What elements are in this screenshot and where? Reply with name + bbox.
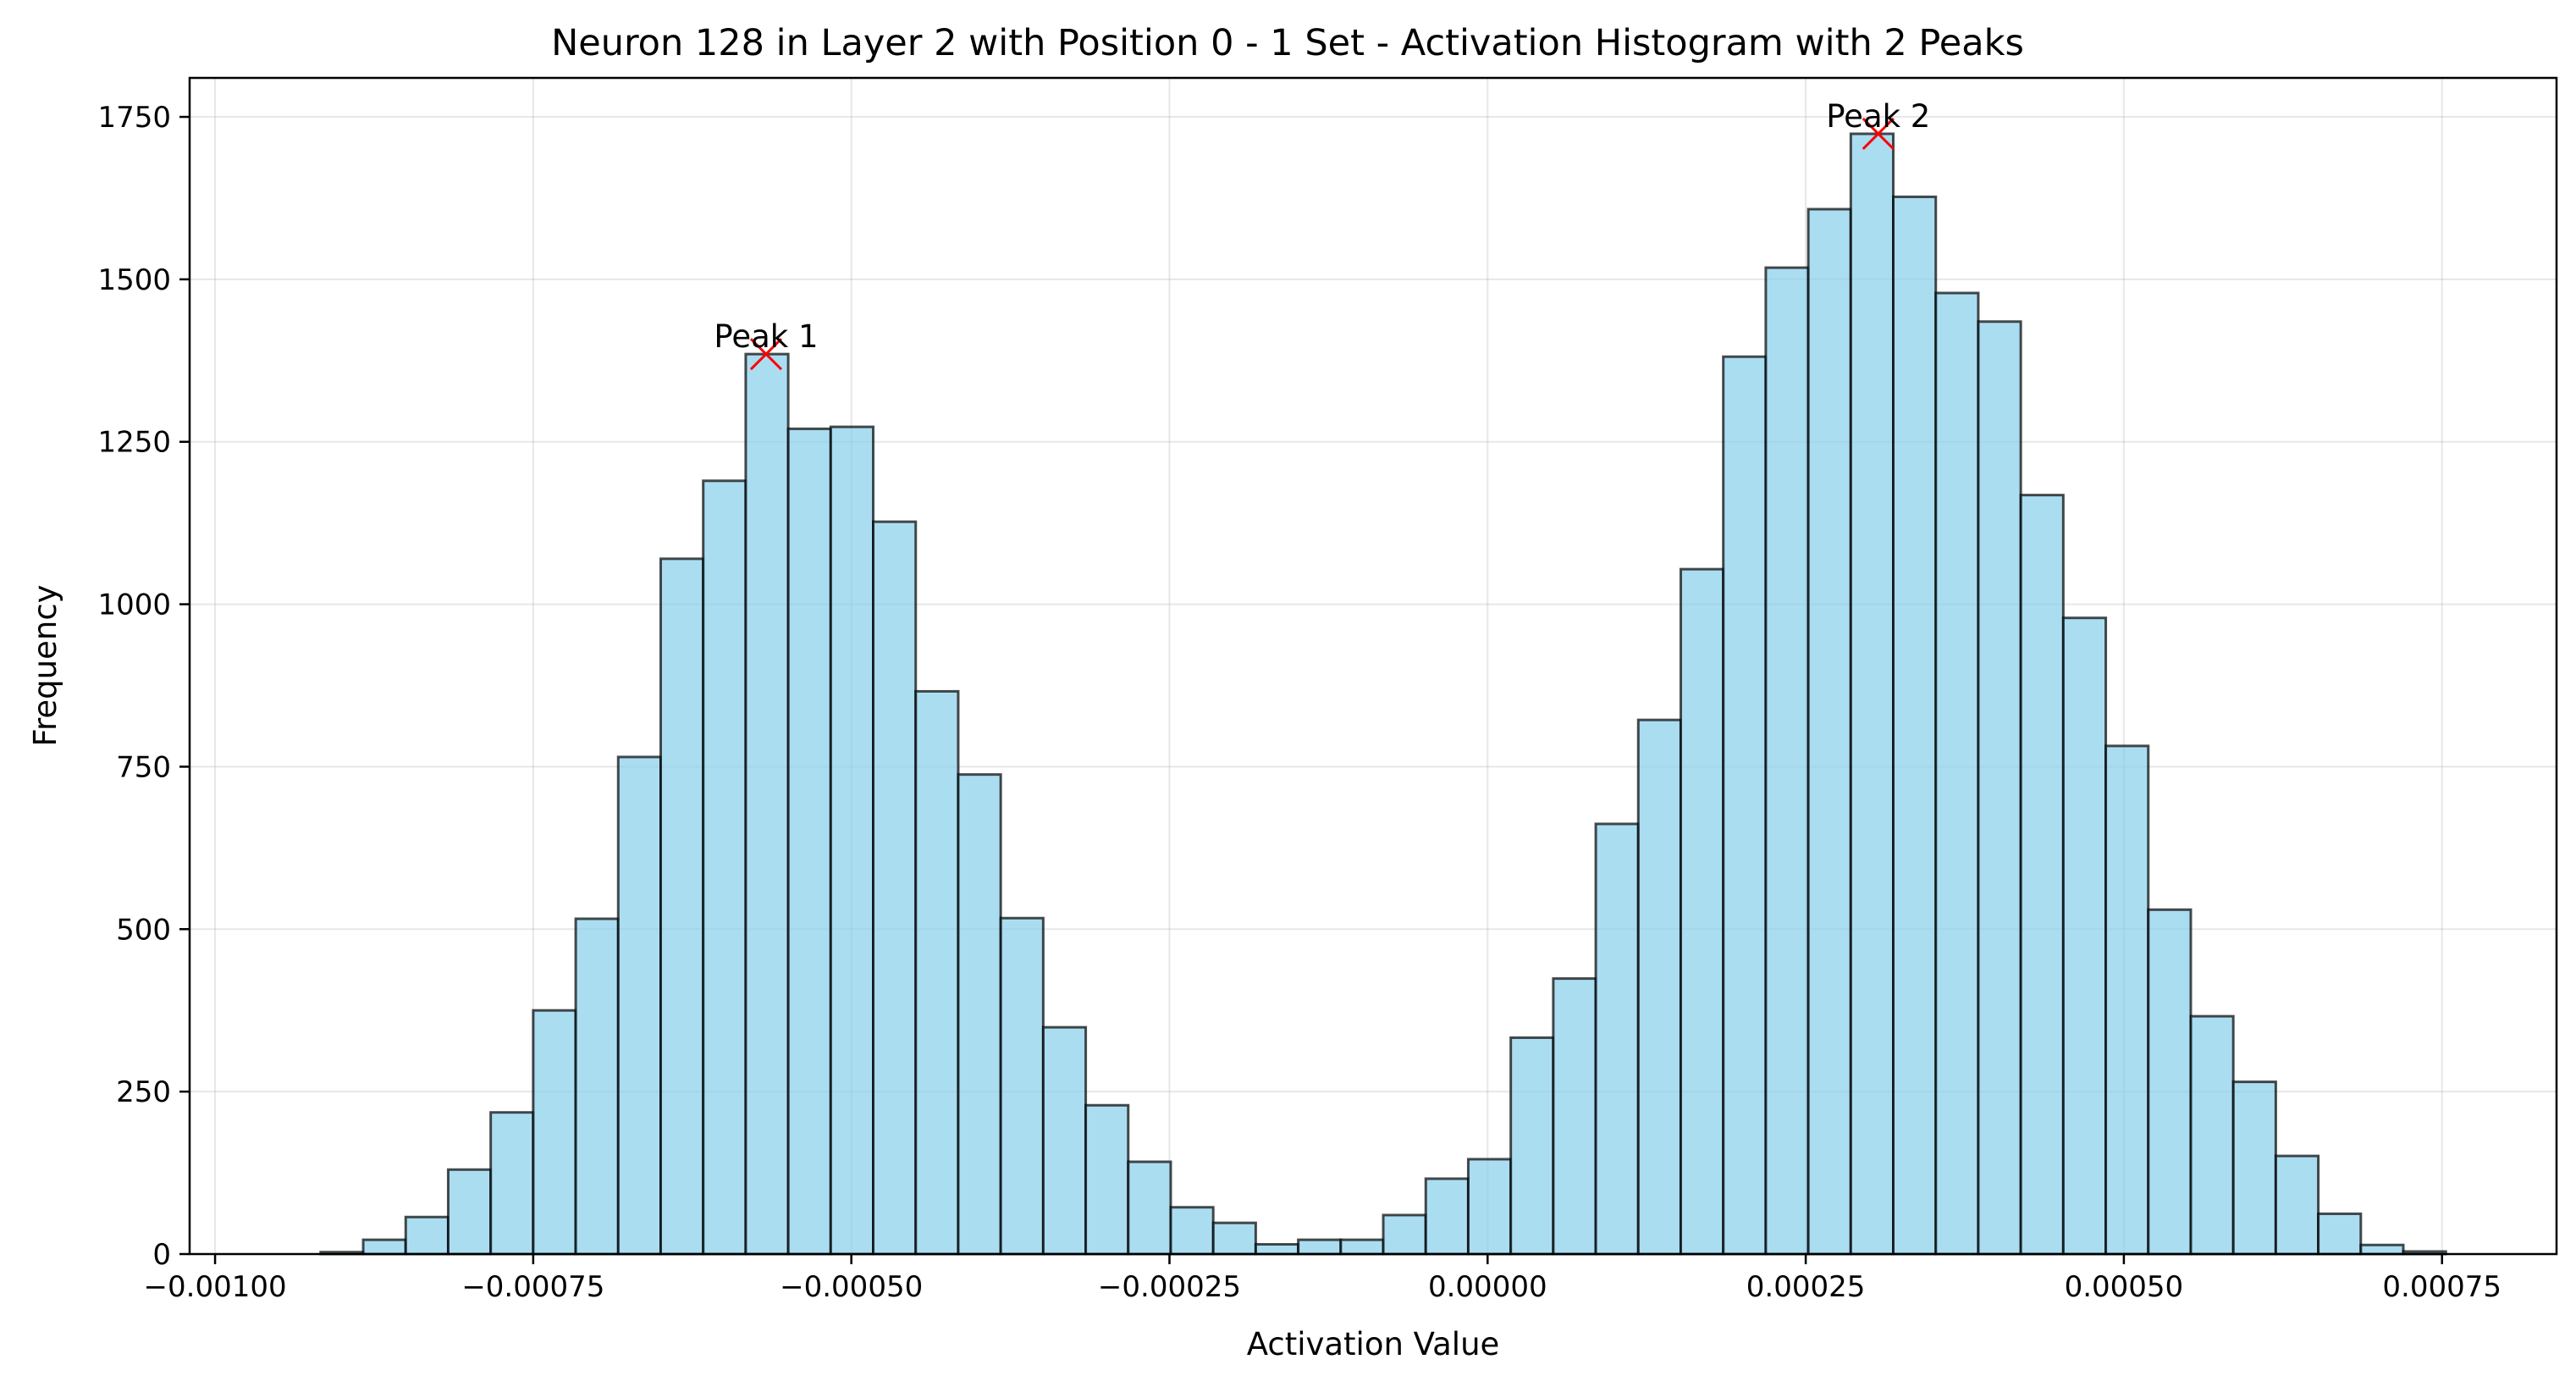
histogram-bar [1254, 1242, 1300, 1256]
peak-x-stroke [749, 338, 783, 371]
histogram-bar [1934, 291, 1980, 1256]
y-tick-label: 1750 [97, 101, 171, 135]
histogram-bar [1892, 195, 1938, 1256]
histogram-bar [786, 427, 832, 1256]
histogram-bar [1679, 567, 1725, 1256]
y-axis: 0 250 500 750 1000 1250 1500 1750 [97, 101, 190, 1272]
histogram-bar [1509, 1036, 1555, 1256]
histogram-bar [1764, 266, 1810, 1256]
peak-marker [1862, 117, 1895, 151]
histogram-bar [1084, 1103, 1130, 1256]
peak-annotations: Peak 1 Peak 2 [714, 98, 1930, 371]
histogram-bar [2061, 616, 2108, 1256]
histogram-bar [957, 773, 1002, 1256]
x-tick-label: 0.00025 [1746, 1270, 1866, 1304]
histogram-bar [829, 425, 875, 1256]
x-tick-label: −0.00075 [461, 1270, 604, 1304]
y-axis-label: Frequency [27, 584, 63, 746]
histogram-bar [1636, 718, 1682, 1256]
histogram-bar [1466, 1158, 1513, 1256]
y-tick-label: 1500 [97, 263, 171, 297]
histogram-bar [1297, 1238, 1343, 1256]
histogram-bar [1552, 977, 1597, 1256]
histogram-bar [872, 520, 918, 1256]
histogram-bar [1849, 132, 1895, 1256]
histogram-bar [574, 917, 620, 1256]
histogram-bar [489, 1111, 535, 1256]
peak-label: Peak 1 [714, 318, 818, 355]
histogram-bar [744, 352, 790, 1256]
histogram-bar [999, 916, 1045, 1256]
peak-marker [749, 338, 783, 371]
x-tick-label: 0.00000 [1428, 1270, 1547, 1304]
plot-frame [188, 76, 2558, 1256]
histogram-bar [2231, 1080, 2277, 1256]
y-tick-label: 1250 [97, 426, 171, 460]
histogram-bar [1339, 1238, 1385, 1256]
y-tick-label: 750 [116, 750, 171, 784]
histogram-bar [1041, 1025, 1088, 1256]
x-tick-label: −0.00025 [1098, 1270, 1241, 1304]
histogram-bar [1211, 1221, 1257, 1256]
histogram-bar [2317, 1212, 2363, 1256]
x-tick-label: −0.00100 [144, 1270, 287, 1304]
histogram-bar [914, 689, 960, 1256]
bars [319, 132, 2447, 1256]
y-tick-label: 1000 [97, 589, 171, 622]
histogram-bar [2189, 1014, 2235, 1256]
x-axis: −0.00100 −0.00075 −0.00050 −0.00025 0.00000 0… [144, 1254, 2502, 1304]
histogram-bar [1382, 1213, 1427, 1256]
histogram-bar [616, 755, 662, 1256]
histogram-bar [1722, 355, 1768, 1256]
histogram-bar [659, 557, 705, 1256]
histogram-bar [2104, 744, 2150, 1256]
histogram-bar [446, 1168, 493, 1256]
peak-label: Peak 2 [1826, 98, 1930, 135]
histogram-bar [1977, 320, 2022, 1256]
histogram-bar [1424, 1177, 1470, 1256]
y-tick-label: 0 [152, 1238, 171, 1272]
histogram-bar [2019, 494, 2065, 1256]
x-axis-label: Activation Value [1247, 1326, 1500, 1362]
histogram-bar [1594, 822, 1640, 1256]
histogram-bar [2147, 908, 2193, 1256]
histogram-bar [702, 479, 747, 1256]
histogram-bar [2359, 1243, 2405, 1256]
y-tick-label: 500 [116, 913, 171, 947]
chart-title: Neuron 128 in Layer 2 with Position 0 - … [551, 22, 2024, 64]
histogram-bar [1169, 1206, 1215, 1256]
x-tick-label: 0.00075 [2382, 1270, 2502, 1304]
x-tick-label: −0.00050 [780, 1270, 923, 1304]
peak-x-stroke [1862, 117, 1895, 151]
histogram-bar [361, 1238, 407, 1256]
histogram-bar [532, 1008, 577, 1256]
histogram-bar [1807, 207, 1852, 1256]
y-tick-label: 250 [116, 1075, 171, 1109]
histogram-bar [404, 1215, 450, 1256]
histogram-bar [1127, 1160, 1172, 1256]
x-tick-label: 0.00050 [2065, 1270, 2184, 1304]
histogram-bar [2274, 1154, 2320, 1256]
